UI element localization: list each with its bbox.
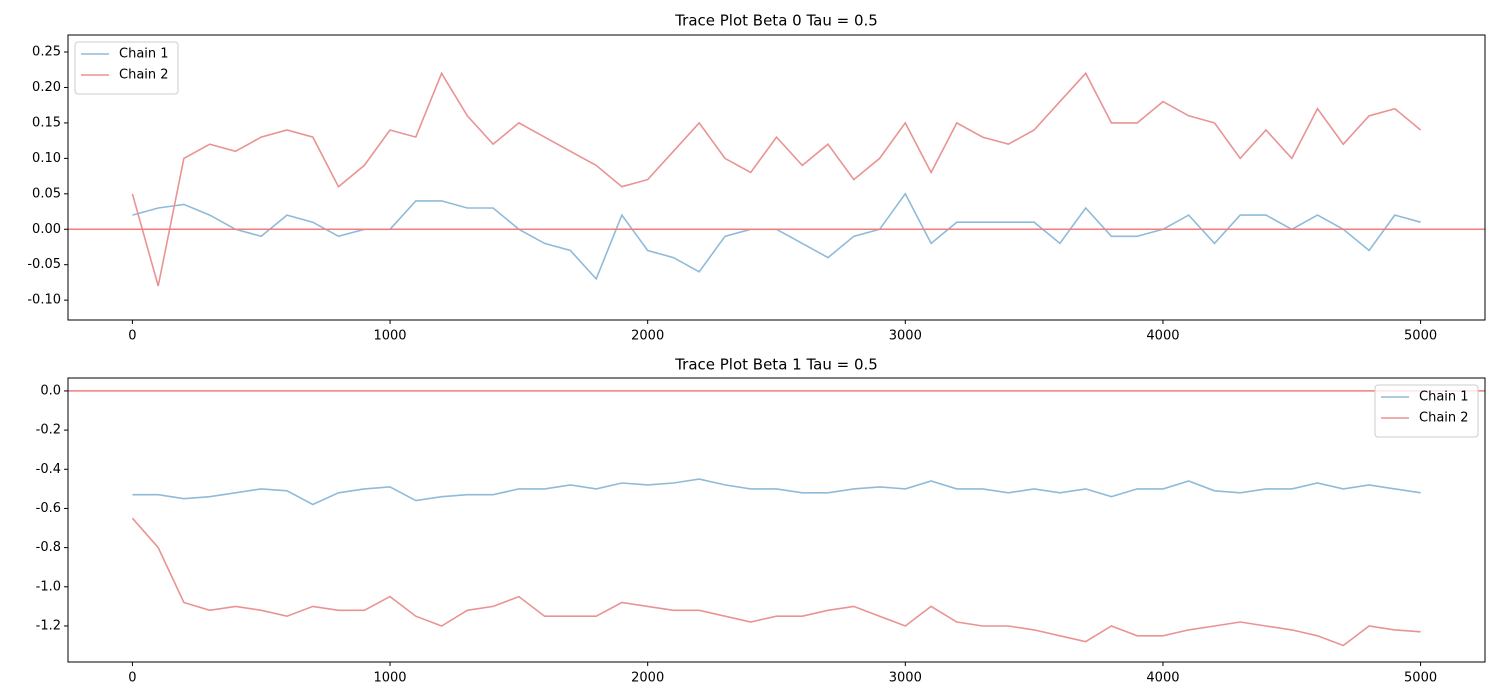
y-tick-label: -0.4 bbox=[36, 462, 61, 477]
x-tick-label: 0 bbox=[128, 671, 136, 686]
trace-line bbox=[132, 478, 1421, 506]
y-tick-label: 0.10 bbox=[32, 151, 61, 166]
y-tick-label: -0.6 bbox=[36, 501, 61, 516]
y-tick-label: -0.2 bbox=[36, 423, 61, 438]
chart-title: Trace Plot Beta 1 Tau = 0.5 bbox=[674, 356, 878, 374]
x-tick-label: 3000 bbox=[889, 671, 922, 686]
x-tick-label: 5000 bbox=[1404, 329, 1437, 344]
trace-line bbox=[131, 71, 1422, 287]
legend-label: Chain 1 bbox=[1419, 390, 1469, 405]
y-tick-label: 0.15 bbox=[32, 115, 61, 130]
x-tick-label: 1000 bbox=[373, 671, 406, 686]
y-tick-label: 0.00 bbox=[32, 222, 61, 237]
legend-label: Chain 2 bbox=[119, 68, 169, 83]
legend: Chain 1 Chain 2 bbox=[74, 41, 179, 95]
x-tick-label: 5000 bbox=[1404, 671, 1437, 686]
y-tick-label: 0.25 bbox=[32, 45, 61, 60]
y-tick-label: 0.05 bbox=[32, 186, 61, 201]
x-tick-label: 3000 bbox=[889, 329, 922, 344]
x-tick-label: 4000 bbox=[1146, 329, 1179, 344]
x-tick-label: 4000 bbox=[1146, 671, 1179, 686]
y-tick-label: -1.0 bbox=[36, 579, 61, 594]
subplot: Trace Plot Beta 1 Tau = 0.5 0 1000 2000 3000… bbox=[36, 356, 1486, 686]
legend-frame bbox=[74, 41, 179, 95]
x-tick-label: 2000 bbox=[631, 671, 664, 686]
x-tick-label: 2000 bbox=[631, 329, 664, 344]
legend: Chain 1 Chain 2 bbox=[1374, 384, 1479, 438]
y-tick-label: 0.0 bbox=[40, 383, 61, 398]
chart-title: Trace Plot Beta 0 Tau = 0.5 bbox=[674, 12, 878, 30]
legend-label: Chain 1 bbox=[119, 47, 169, 62]
y-tick-label: 0.20 bbox=[32, 80, 61, 95]
legend-frame bbox=[1374, 384, 1479, 438]
axes-frame bbox=[67, 34, 1486, 321]
x-tick-label: 0 bbox=[128, 329, 136, 344]
x-tick-label: 1000 bbox=[373, 329, 406, 344]
subplot: Trace Plot Beta 0 Tau = 0.5 0 1000 2000 3000… bbox=[27, 12, 1486, 344]
legend-label: Chain 2 bbox=[1419, 411, 1469, 426]
trace-line bbox=[132, 192, 1421, 281]
y-tick-label: -0.05 bbox=[27, 257, 61, 272]
axes-frame bbox=[67, 377, 1486, 663]
y-tick-label: -1.2 bbox=[36, 618, 61, 633]
y-tick-label: -0.10 bbox=[27, 293, 61, 308]
trace-line bbox=[131, 517, 1421, 647]
y-tick-label: -0.8 bbox=[36, 540, 61, 555]
